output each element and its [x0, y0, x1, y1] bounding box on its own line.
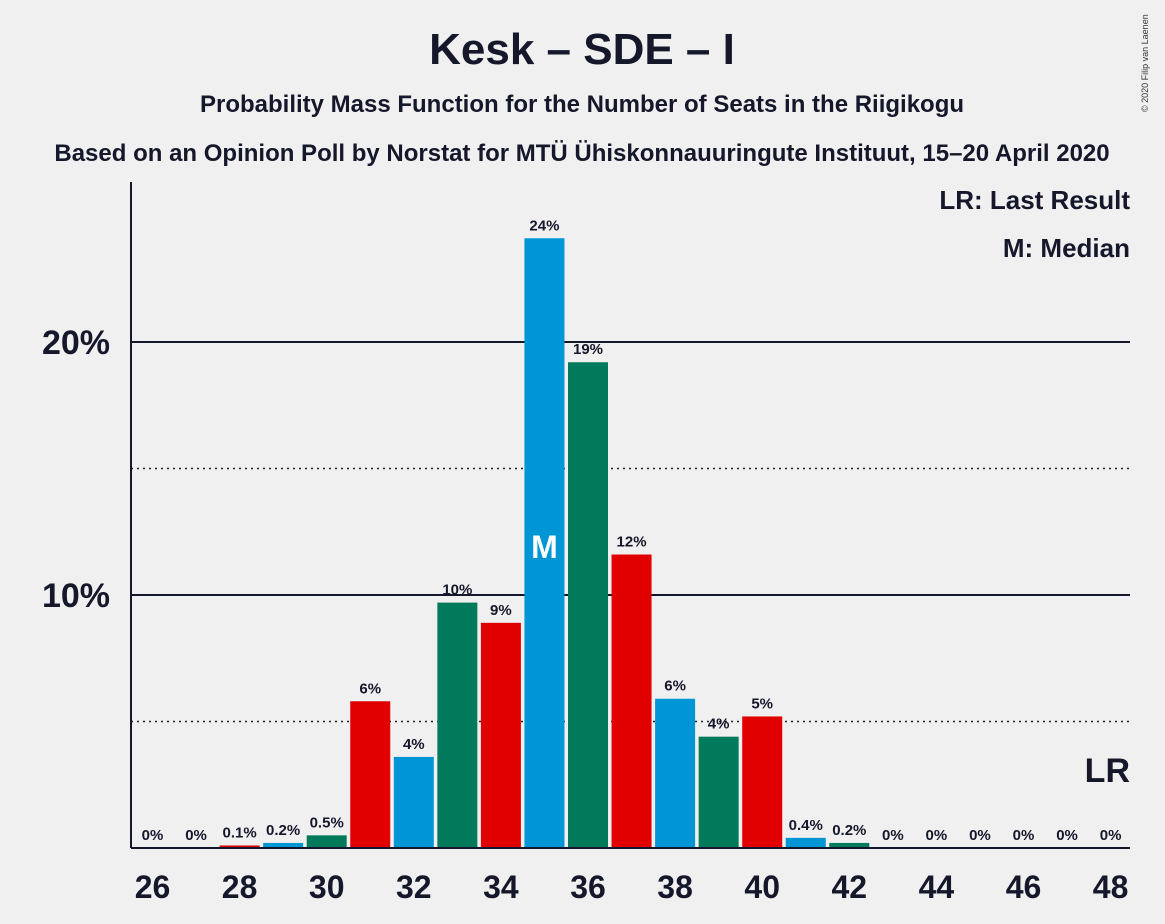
- axes: 26 28 30 32 34 36 38 40 42 44 46 48: [130, 182, 1130, 905]
- x-tick-label: 40: [744, 869, 780, 905]
- bar-seat-41: [785, 837, 826, 848]
- bar-seat-31: [350, 701, 391, 848]
- x-tick-label: 44: [919, 869, 955, 905]
- bar-label-seat-40: 5%: [751, 695, 773, 712]
- bar-seat-36: [568, 362, 608, 848]
- bar-label-seat-31: 6%: [359, 680, 381, 697]
- x-tick-label: 32: [396, 869, 432, 905]
- median-marker: M: [531, 529, 558, 565]
- y-tick-label: 20%: [42, 324, 110, 362]
- bar-label-seat-28: 0.1%: [222, 824, 256, 841]
- bar-label-seat-42: 0.2%: [832, 822, 866, 839]
- bar-seat-34: [480, 622, 521, 848]
- x-tick-label: 26: [135, 869, 171, 905]
- bar-seat-37: [611, 554, 652, 848]
- bar-seat-33: [437, 602, 478, 848]
- bar-label-seat-32: 4%: [403, 736, 425, 753]
- bar-label-seat-43: 0%: [882, 827, 904, 844]
- bar-label-seat-29: 0.2%: [266, 822, 300, 839]
- bar-seat-38: [655, 698, 696, 848]
- legend-last-result: LR: Last Result: [939, 185, 1130, 215]
- y-tick-label: 10%: [42, 577, 110, 615]
- bar-seat-40: [742, 716, 783, 848]
- bar-seat-30: [306, 835, 347, 848]
- bar-seat-39: [698, 736, 739, 848]
- x-tick-label: 48: [1093, 869, 1129, 905]
- bars-group: 0% 0% 0.1% 0.2% 0.5% 6% 4% 10% 9% 24% M 19% 12% 6% 4% 5…: [142, 217, 1130, 848]
- bar-label-seat-38: 6%: [664, 678, 686, 695]
- x-tick-label: 30: [309, 869, 345, 905]
- bar-seat-42: [829, 842, 870, 848]
- copyright-text: © 2020 Filip van Laenen: [1140, 14, 1150, 112]
- bar-label-seat-48: 0%: [1100, 827, 1122, 844]
- bar-seat-32: [393, 756, 434, 848]
- chart-subtitle: Probability Mass Function for the Number…: [200, 91, 964, 118]
- x-tick-label: 42: [832, 869, 868, 905]
- x-tick-label: 34: [483, 869, 519, 905]
- x-tick-label: 28: [222, 869, 258, 905]
- bar-label-seat-37: 12%: [617, 534, 647, 551]
- bar-label-seat-34: 9%: [490, 602, 512, 619]
- bar-label-seat-45: 0%: [969, 827, 991, 844]
- bar-label-seat-44: 0%: [926, 827, 948, 844]
- bar-label-seat-35: 24%: [529, 217, 559, 234]
- bar-seat-28: [219, 845, 260, 848]
- bar-label-seat-47: 0%: [1056, 827, 1078, 844]
- x-tick-label: 36: [570, 869, 606, 905]
- bar-label-seat-30: 0.5%: [310, 814, 344, 831]
- chart-title: Kesk – SDE – I: [429, 25, 735, 74]
- x-tick-label: 38: [657, 869, 693, 905]
- bar-label-seat-26: 0%: [142, 827, 164, 844]
- bar-label-seat-39: 4%: [708, 716, 730, 733]
- chart-subtitle-source: Based on an Opinion Poll by Norstat for …: [54, 140, 1109, 167]
- bar-label-seat-33: 10%: [442, 582, 472, 599]
- bar-seat-35: [524, 238, 565, 848]
- last-result-marker: LR: [1085, 752, 1130, 790]
- bar-label-seat-41: 0.4%: [789, 817, 823, 834]
- x-tick-label: 46: [1006, 869, 1042, 905]
- bar-seat-29: [263, 842, 304, 848]
- legend-median: M: Median: [1003, 233, 1130, 263]
- bar-label-seat-46: 0%: [1013, 827, 1035, 844]
- bar-label-seat-36: 19%: [573, 341, 603, 358]
- bar-label-seat-27: 0%: [185, 827, 207, 844]
